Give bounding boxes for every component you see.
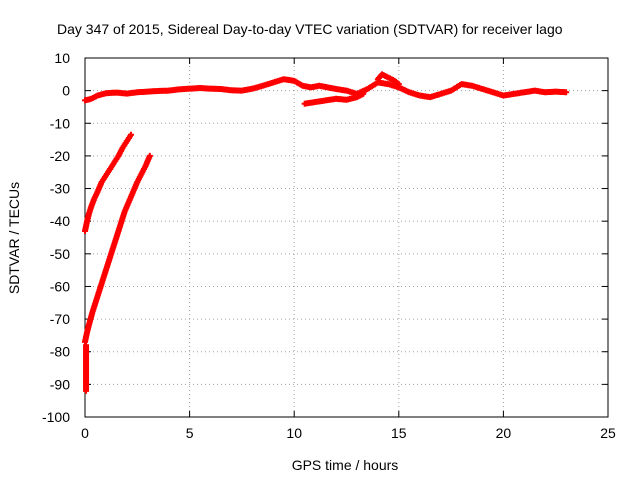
y-tick-label: -70 [50,311,70,327]
x-axis-label: GPS time / hours [292,457,399,473]
plot-frame [84,57,609,418]
y-tick-label: -50 [50,246,70,262]
y-tick-label: 10 [54,50,70,66]
data-point [360,90,367,97]
x-tick-label: 25 [600,425,616,441]
y-tick-label: -100 [42,409,70,425]
data-point [83,387,90,394]
grid [85,58,608,417]
x-tick-label: 0 [81,425,89,441]
x-tick-label: 15 [391,425,407,441]
axis-ticks: 0 5 10 15 20 25 10 0 -10 -20 -30 -40 -50 -60 -70 -80 -90… [42,50,616,441]
x-tick-label: 10 [286,425,302,441]
y-tick-label: 0 [62,83,70,99]
data-point [146,152,153,159]
y-tick-label: -10 [50,115,70,131]
y-axis-label: SDTVAR / TECUs [6,182,22,294]
data-point [395,81,402,88]
data-marks [82,71,570,394]
x-tick-label: 5 [186,425,194,441]
data-point [128,131,135,138]
y-tick-label: -90 [50,376,70,392]
y-tick-label: -40 [50,213,70,229]
y-tick-label: -80 [50,344,70,360]
data-point [563,89,570,96]
chart-title: Day 347 of 2015, Sidereal Day-to-day VTE… [57,21,563,37]
x-tick-label: 20 [496,425,512,441]
y-tick-label: -20 [50,148,70,164]
y-tick-label: -30 [50,181,70,197]
y-tick-label: -60 [50,278,70,294]
